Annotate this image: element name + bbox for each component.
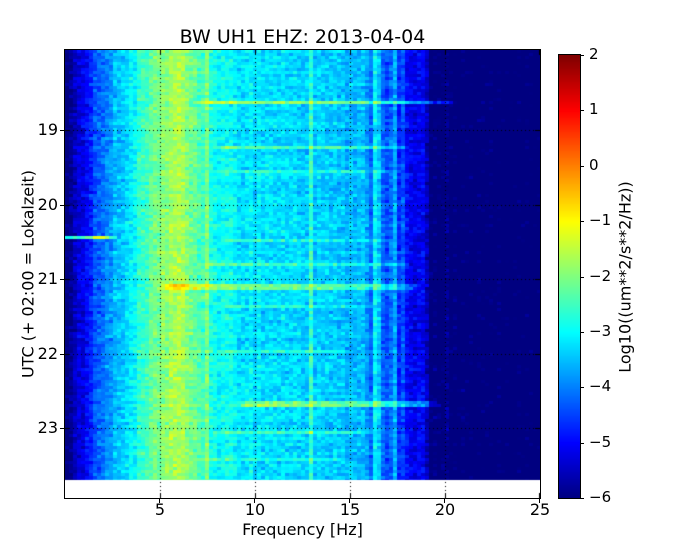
colorbar-tick-label: −1 bbox=[589, 211, 612, 230]
colorbar-tick-label: 0 bbox=[589, 155, 599, 174]
colorbar bbox=[558, 54, 581, 499]
y-tick-label: 22 bbox=[37, 343, 58, 363]
tick-mark bbox=[60, 354, 65, 355]
y-tick-label: 23 bbox=[37, 417, 58, 437]
x-tick-label: 20 bbox=[434, 500, 456, 519]
tick-mark bbox=[444, 498, 445, 503]
colorbar-tick-label: −3 bbox=[589, 321, 612, 340]
y-tick-label: 21 bbox=[37, 269, 58, 289]
x-tick-label: 25 bbox=[529, 500, 551, 519]
colorbar-tick-label: −5 bbox=[589, 432, 612, 451]
plot-area bbox=[64, 49, 541, 499]
tick-mark bbox=[349, 498, 350, 503]
tick-mark bbox=[539, 498, 540, 503]
colorbar-label: Log10((um**2/s**2/Hz)) bbox=[615, 181, 635, 373]
colorbar-tick-label: −2 bbox=[589, 266, 612, 285]
tick-mark bbox=[60, 130, 65, 131]
x-axis-label: Frequency [Hz] bbox=[242, 520, 363, 539]
colorbar-gradient bbox=[559, 55, 580, 498]
tick-mark bbox=[60, 428, 65, 429]
colorbar-tick-label: −6 bbox=[589, 488, 612, 506]
colorbar-tick-label: 1 bbox=[589, 100, 599, 119]
plot-title: BW UH1 EHZ: 2013-04-04 bbox=[179, 26, 426, 48]
x-tick-label: 10 bbox=[244, 500, 266, 519]
colorbar-tick-label: −4 bbox=[589, 377, 612, 396]
spectrogram-heatmap bbox=[65, 50, 540, 498]
tick-mark bbox=[159, 498, 160, 503]
x-tick-label: 15 bbox=[339, 500, 361, 519]
tick-mark bbox=[60, 205, 65, 206]
tick-mark bbox=[60, 279, 65, 280]
tick-mark bbox=[254, 498, 255, 503]
y-tick-label: 20 bbox=[37, 194, 58, 214]
colorbar-tick-label: 2 bbox=[589, 45, 599, 63]
x-tick-label: 5 bbox=[154, 500, 166, 519]
y-tick-label: 19 bbox=[37, 120, 58, 139]
